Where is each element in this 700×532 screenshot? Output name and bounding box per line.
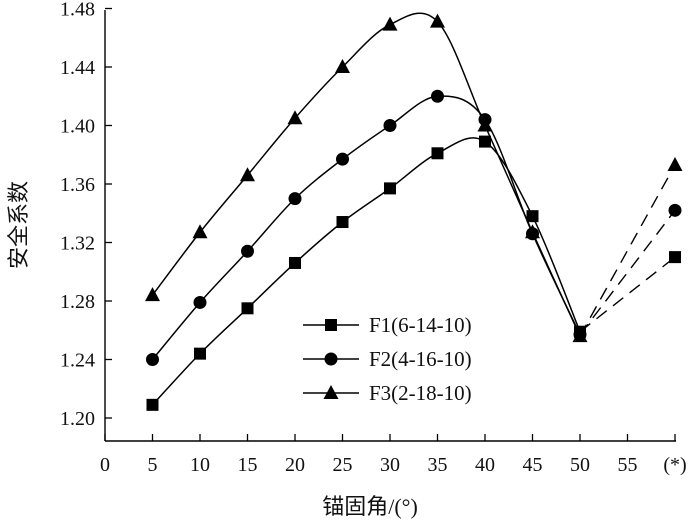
- data-point: [336, 152, 349, 166]
- data-point: [382, 16, 398, 31]
- data-point: [430, 13, 445, 28]
- data-point: [336, 216, 349, 229]
- data-point: [146, 353, 159, 366]
- x-tick-label: 5: [148, 454, 158, 476]
- axes: [104, 10, 676, 442]
- data-point: [383, 119, 397, 132]
- data-point: [241, 302, 254, 315]
- x-tick-label: 55: [618, 454, 638, 476]
- series-3: [145, 12, 683, 343]
- data-point: [194, 347, 206, 360]
- data-point: [572, 328, 588, 343]
- data-point-extra: [668, 203, 682, 217]
- data-point: [431, 89, 444, 103]
- data-point: [335, 59, 350, 73]
- series-1: [146, 135, 681, 411]
- x-tick-label: 20: [285, 454, 305, 476]
- data-point: [525, 224, 540, 239]
- y-tick-label: 1.48: [60, 0, 95, 21]
- x-tick-label: 30: [380, 454, 400, 476]
- legend-marker: [324, 352, 338, 366]
- series-dashed-extension: [579, 256, 676, 333]
- legend-marker: [325, 319, 337, 331]
- x-tick-label: 15: [238, 454, 258, 476]
- y-axis-title: 安全系数: [6, 181, 31, 269]
- y-tick-label: 1.36: [60, 174, 95, 196]
- data-point: [145, 287, 160, 302]
- x-tick-label: 35: [428, 454, 448, 476]
- y-tick-label: 1.28: [60, 291, 95, 313]
- x-tick-label: 10: [190, 454, 210, 476]
- y-tick-label: 1.44: [60, 57, 95, 79]
- data-point: [192, 224, 208, 239]
- series-line: [151, 137, 581, 406]
- data-point: [477, 117, 493, 132]
- x-axis-title: 锚固角/(°): [322, 494, 418, 519]
- data-point: [146, 398, 159, 411]
- data-point: [384, 182, 396, 195]
- data-point: [287, 110, 303, 125]
- y-ticks: 1.20 1.24 1.28 1.32 1.36 1.40 1.44 1.48: [60, 0, 112, 430]
- data-point: [193, 295, 207, 309]
- series-dashed-extension: [579, 164, 676, 337]
- series-line: [151, 12, 581, 337]
- data-point: [241, 244, 254, 258]
- x-tick-label: 45: [523, 454, 543, 476]
- y-tick-label: 1.20: [60, 408, 95, 430]
- data-point-extra: [669, 251, 681, 264]
- x-tick-label: 25: [333, 454, 353, 476]
- data-point: [526, 210, 539, 223]
- data-point: [288, 192, 302, 206]
- legend-label: F1(6-14-10): [369, 313, 472, 337]
- y-tick-label: 1.32: [60, 233, 95, 255]
- y-tick-label: 1.24: [60, 350, 95, 372]
- legend-label: F2(4-16-10): [369, 347, 472, 371]
- x-ticks: 0 5 10 15 20 25 30 35 40 45 50 55 (*): [100, 434, 687, 476]
- series-line: [151, 95, 581, 360]
- legend-marker: [323, 385, 339, 399]
- legend-label: F3(2-18-10): [369, 381, 472, 405]
- data-point: [479, 135, 491, 148]
- data-point-extra: [667, 156, 683, 171]
- legend: F1(6-14-10) F2(4-16-10) F3(2-18-10): [303, 313, 472, 405]
- data-point: [289, 256, 301, 269]
- x-tick-label: 0: [100, 454, 110, 476]
- series-layer: [145, 12, 683, 411]
- data-point: [431, 147, 444, 160]
- data-point: [240, 167, 255, 182]
- series-dashed-extension: [579, 209, 676, 336]
- x-tick-label: 50: [570, 454, 590, 476]
- x-tick-label: 40: [475, 454, 495, 476]
- x-tick-label: (*): [663, 454, 686, 476]
- y-tick-label: 1.40: [60, 116, 95, 138]
